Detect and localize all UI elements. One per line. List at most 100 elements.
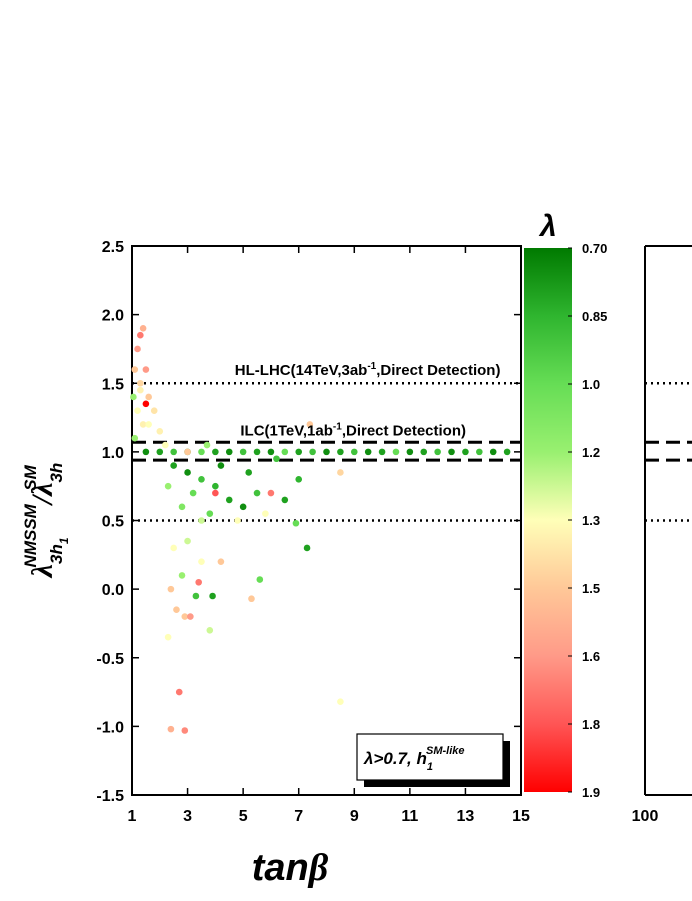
- data-point: [337, 448, 344, 456]
- x-tick-label: 11: [401, 808, 418, 825]
- y-axis-label: λ3h1NMSSM/λ3hSM: [21, 463, 71, 580]
- data-point: [137, 331, 144, 339]
- data-point: [350, 448, 358, 456]
- data-point: [267, 489, 275, 497]
- data-point: [164, 482, 172, 490]
- data-point: [142, 400, 150, 408]
- colorbar-tick-label: 1.8: [582, 717, 600, 732]
- text-part: 1: [57, 537, 71, 544]
- data-point: [503, 448, 511, 456]
- data-point: [206, 510, 214, 517]
- data-point: [239, 503, 247, 511]
- data-point: [130, 393, 137, 401]
- data-point: [295, 448, 303, 456]
- x-tick-label: 7: [294, 808, 303, 825]
- data-point: [378, 448, 386, 456]
- data-point: [137, 386, 144, 394]
- data-point: [309, 448, 316, 456]
- data-point: [248, 595, 255, 603]
- data-point: [203, 441, 211, 449]
- data-point: [178, 572, 186, 579]
- data-point: [156, 427, 164, 435]
- data-point: [198, 558, 205, 565]
- text-part: HL-LHC(14TeV,3ab: [235, 362, 368, 379]
- data-point: [162, 441, 169, 449]
- colorbar-tick-label: 1.2: [582, 445, 600, 460]
- data-point: [462, 448, 469, 456]
- text-part: 3h: [47, 544, 66, 564]
- y-tick-label: 1.0: [102, 445, 124, 462]
- text-part: 1: [427, 761, 433, 773]
- data-point: [184, 448, 191, 456]
- text-part: β: [307, 847, 329, 889]
- text-part: NMSSM: [21, 503, 40, 567]
- data-point: [198, 448, 205, 456]
- text-part: 3h: [47, 463, 66, 483]
- data-point: [142, 366, 150, 373]
- data-point: [306, 421, 314, 428]
- colorbar-tick-label: 1.9: [582, 785, 600, 800]
- x-tick-label: 9: [350, 808, 359, 825]
- data-point: [134, 407, 141, 415]
- data-point: [364, 448, 372, 456]
- y-tick-label: -1.0: [96, 719, 124, 736]
- y-tick-label: 2.0: [102, 308, 124, 325]
- text-part: λ: [26, 564, 59, 579]
- data-point: [181, 613, 189, 620]
- data-point: [225, 448, 233, 456]
- data-point: [212, 448, 219, 456]
- data-point: [337, 469, 344, 476]
- legend-box: [356, 733, 504, 781]
- data-point: [206, 627, 214, 634]
- data-point: [281, 448, 289, 456]
- data-point: [173, 606, 180, 614]
- data-point: [145, 421, 152, 428]
- text-part: ,Direct Detection): [342, 422, 466, 439]
- data-point: [267, 448, 275, 456]
- data-point: [212, 489, 219, 497]
- data-point: [134, 345, 141, 353]
- colorbar-tick-label: 0.70: [582, 241, 607, 256]
- data-point: [178, 503, 186, 511]
- annotation: ILC(1TeV,1ab-1,Direct Detection): [240, 421, 466, 439]
- colorbar-tick-label: 0.85: [582, 309, 607, 324]
- data-point: [239, 448, 247, 456]
- data-point: [253, 448, 261, 456]
- x-tick-label: 13: [457, 808, 475, 825]
- data-point: [217, 462, 225, 469]
- data-point: [175, 688, 183, 696]
- data-point: [198, 476, 205, 483]
- data-point: [337, 698, 344, 705]
- text-part: /λ: [26, 483, 59, 507]
- text-part: -1: [333, 421, 342, 432]
- y-tick-label: -1.5: [96, 788, 124, 805]
- text-part: -1: [367, 361, 376, 372]
- data-point: [212, 482, 219, 490]
- data-point: [234, 517, 241, 524]
- y-tick-label: 1.5: [102, 376, 124, 393]
- data-point: [273, 455, 280, 463]
- text-part: ,Direct Detection): [376, 362, 500, 379]
- data-point: [253, 489, 261, 497]
- data-point: [195, 578, 202, 586]
- data-point: [187, 613, 194, 620]
- y-tick-label: -0.5: [96, 651, 124, 668]
- colorbar-tick-label: 1.5: [582, 581, 600, 596]
- data-point: [192, 592, 200, 600]
- y-tick-label: 2.5: [102, 239, 124, 256]
- data-point: [164, 633, 172, 641]
- annotation: HL-LHC(14TeV,3ab-1,Direct Detection): [235, 361, 501, 379]
- data-point: [295, 476, 303, 483]
- y-tick-label: 0.0: [102, 582, 124, 599]
- data-point: [170, 462, 177, 469]
- data-point: [292, 519, 300, 527]
- data-point: [420, 448, 428, 456]
- data-point: [150, 407, 158, 415]
- text-part: λ>0.7, h: [363, 749, 427, 768]
- data-point: [167, 585, 175, 593]
- x-tick-label: 15: [512, 808, 530, 825]
- data-point: [137, 379, 144, 387]
- data-point: [145, 393, 152, 401]
- data-point: [245, 469, 252, 476]
